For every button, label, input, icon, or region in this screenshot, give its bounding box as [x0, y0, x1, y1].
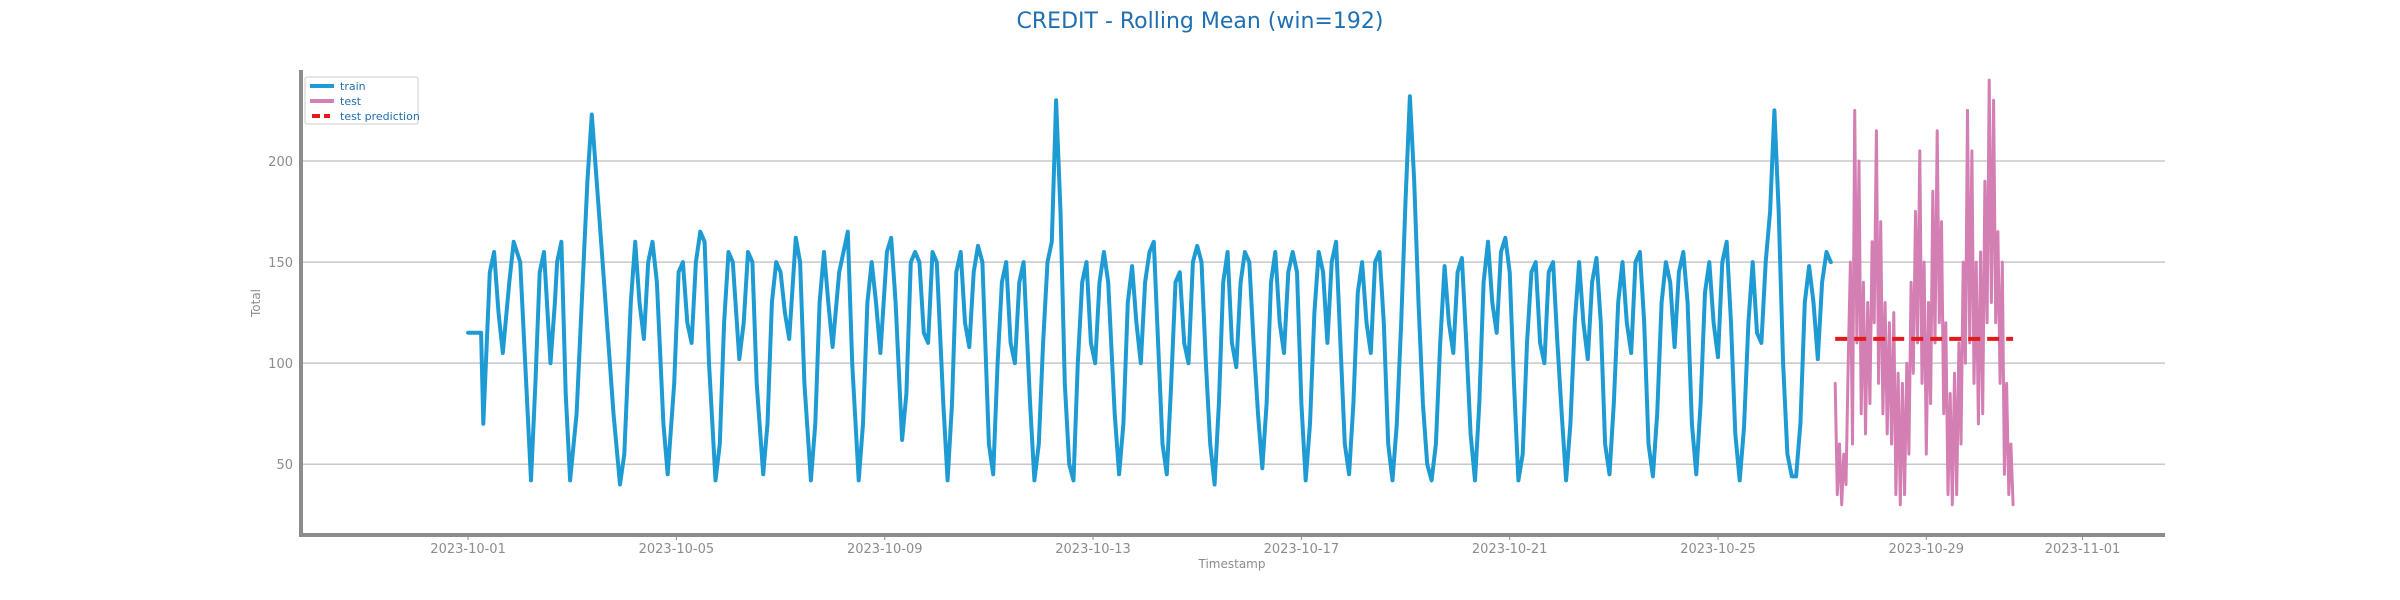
x-tick-label-2023-10-05: 2023-10-05	[639, 542, 715, 557]
legend: train test test prediction	[304, 76, 420, 125]
x-tick-label-2023-11-01: 2023-11-01	[2045, 542, 2121, 557]
x-tick-label-2023-10-09: 2023-10-09	[847, 542, 923, 557]
y-axis-label: Total	[249, 289, 263, 318]
x-axis-label: Timestamp	[1198, 557, 1266, 571]
legend-box	[304, 76, 419, 125]
x-tick-label-2023-10-29: 2023-10-29	[1889, 542, 1965, 557]
series-line-test	[1833, 78, 2015, 507]
x-tick-label-2023-10-13: 2023-10-13	[1055, 542, 1131, 557]
y-tick-label-200: 200	[268, 155, 293, 170]
legend-label-test-prediction: test prediction	[340, 110, 420, 123]
legend-label-test: test	[340, 95, 362, 108]
x-ticks: 2023-10-01 2023-10-05 2023-10-09 2023-10-13…	[430, 535, 2120, 557]
y-ticks: 50 100 150 200	[268, 155, 293, 473]
y-tick-label-50: 50	[276, 458, 293, 473]
series-layer	[466, 78, 2015, 507]
x-tick-label-2023-10-17: 2023-10-17	[1264, 542, 1340, 557]
y-tick-label-150: 150	[268, 256, 293, 271]
legend-label-train: train	[340, 80, 366, 93]
x-tick-label-2023-10-01: 2023-10-01	[430, 542, 506, 557]
series-line-train	[466, 94, 1833, 487]
x-tick-label-2023-10-21: 2023-10-21	[1472, 542, 1548, 557]
chart-title: CREDIT - Rolling Mean (win=192)	[1017, 9, 1384, 34]
x-tick-label-2023-10-25: 2023-10-25	[1680, 542, 1756, 557]
y-tick-label-100: 100	[268, 357, 293, 372]
